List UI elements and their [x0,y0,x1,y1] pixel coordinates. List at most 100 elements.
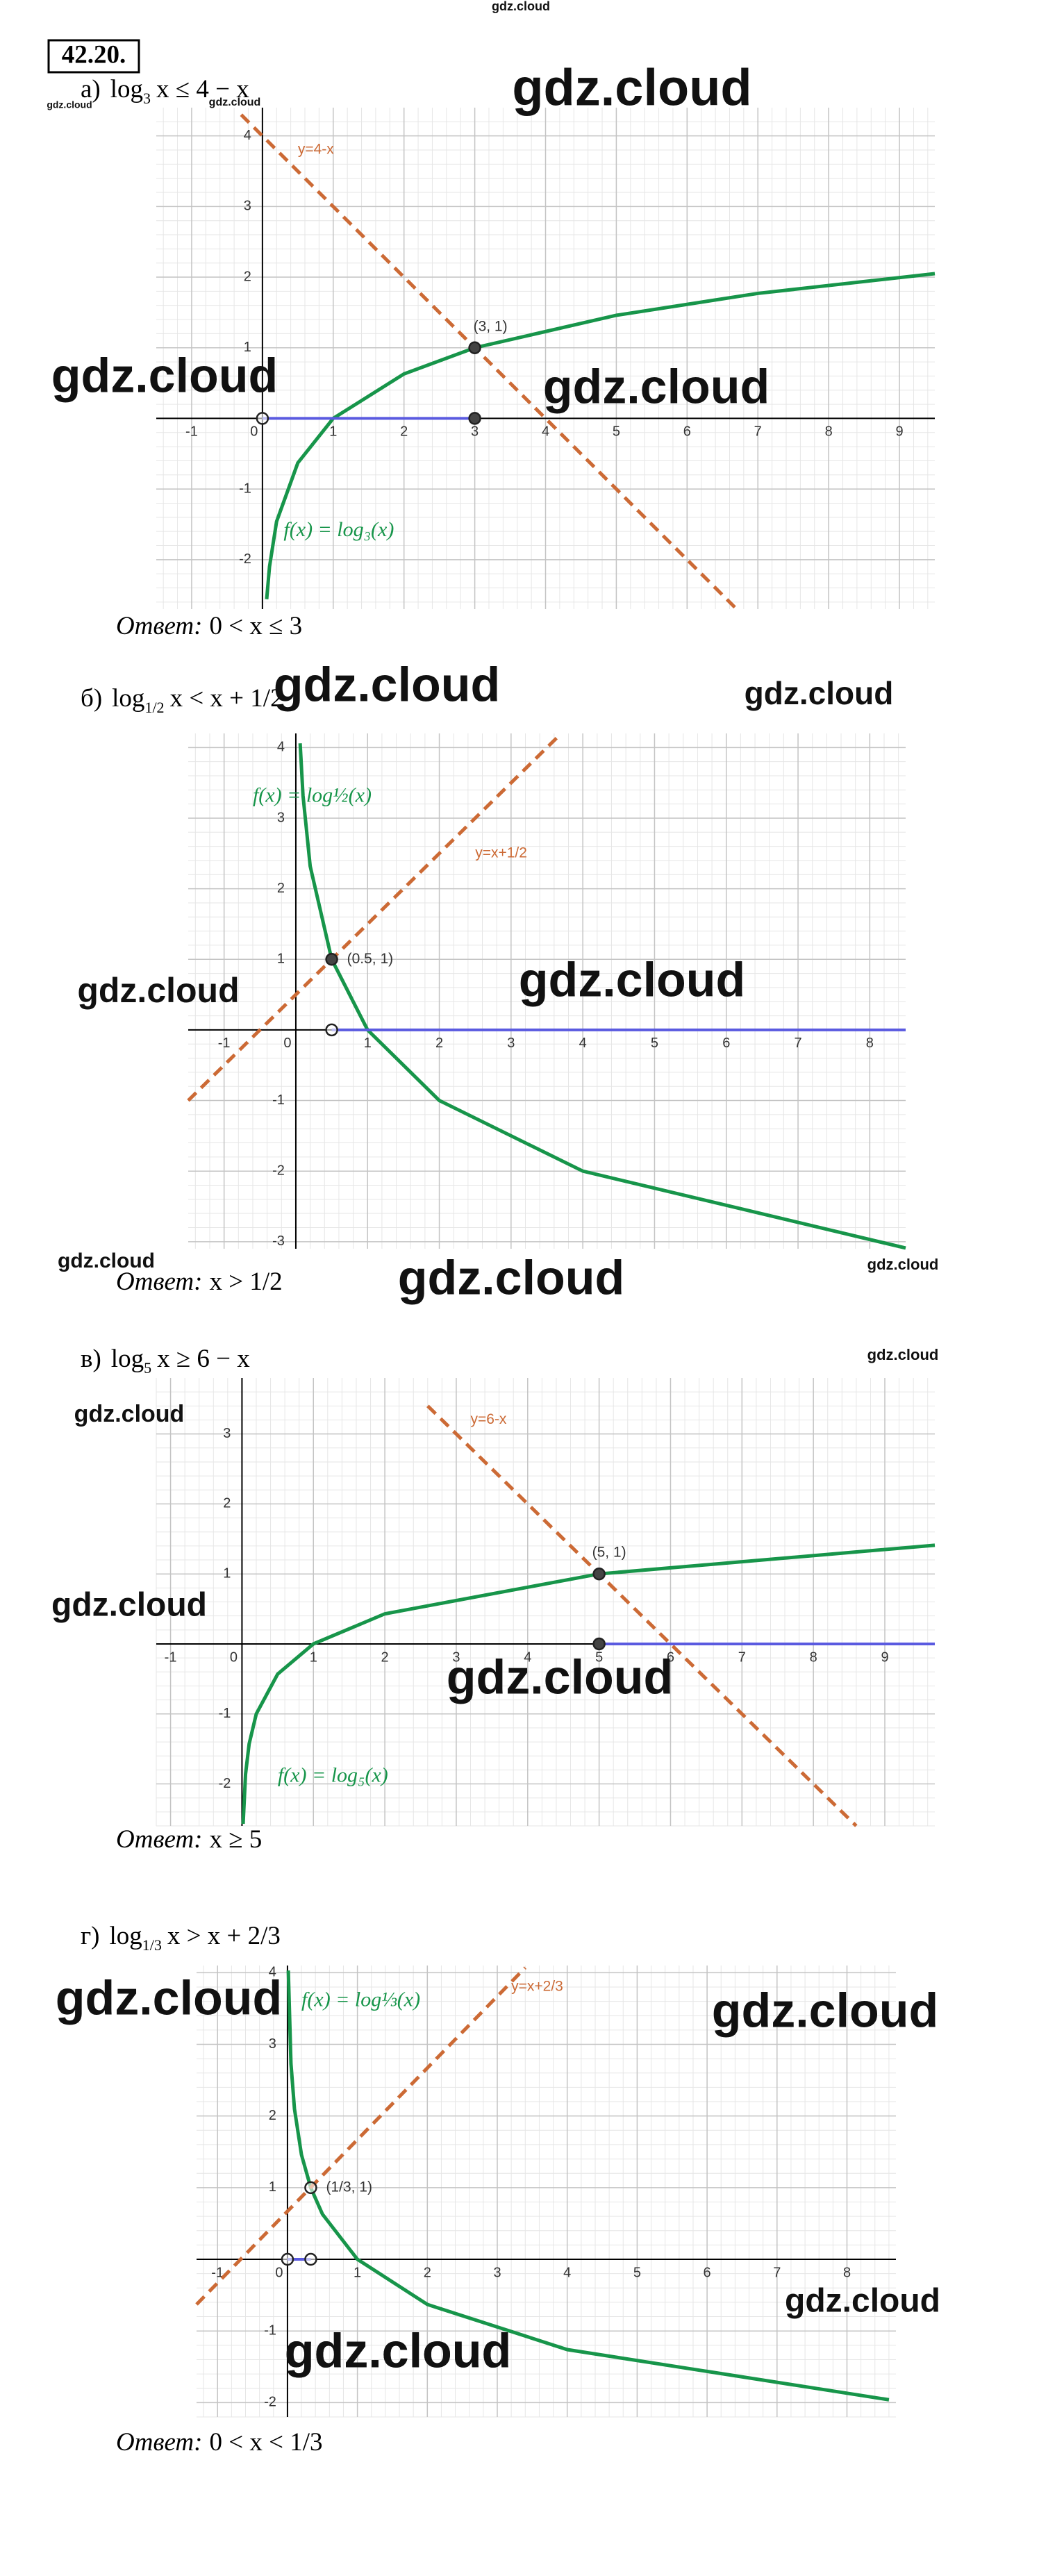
x-tick-label: 3 [507,1036,515,1051]
x-tick-label: -1 [185,424,198,440]
answer-value: 0 < x ≤ 3 [209,612,302,640]
x-tick-label: 0 [250,424,258,440]
y-tick-label: -2 [219,1776,231,1791]
x-tick-label: 8 [825,424,833,440]
series-line [187,732,563,1102]
x-tick-label: 4 [563,2265,571,2280]
x-tick-label: 0 [275,2265,283,2280]
chart: -1 0 1 2 3 4 5 6 7 8 9 -2 -1 1 2 3 4 f(x) = log₃(x) y=4-x (… [156,108,936,610]
x-tick-label: 5 [633,2265,641,2280]
chart: -1 0 1 2 3 4 5 6 7 8 -2 -1 1 2 3 4 f(x) = log⅓(x) y=x+2/3… [195,1965,896,2418]
log-base: 1/2 [144,699,164,716]
part-label: б) [81,684,102,713]
point-label: (5, 1) [592,1545,626,1561]
watermark: gdz.cloud [519,952,746,1006]
y-tick-label: 1 [269,2179,276,2195]
watermark: gdz.cloud [47,99,92,110]
x-tick-label: 9 [895,424,903,440]
x-tick-label: 8 [843,2265,851,2280]
y-tick-label: 3 [244,199,251,214]
part-label: в) [81,1345,101,1373]
answer: Ответ: 0 < x < 1/3 [116,2428,323,2457]
log: log [110,1922,142,1950]
answer-label: Ответ: [116,1268,202,1296]
watermark: gdz.cloud [51,1587,207,1624]
x-tick-label: 7 [738,1650,746,1665]
x-tick-label: 1 [329,424,337,440]
x-tick-label: 5 [613,424,620,440]
log-base: 3 [143,90,151,107]
series-line [265,272,936,599]
x-tick-label: 2 [424,2265,431,2280]
point [592,1567,606,1581]
rhs: x ≥ 6 − x [157,1345,250,1373]
x-tick-label: 5 [651,1036,658,1051]
watermark: gdz.cloud [74,1401,185,1427]
point-label: (1/3, 1) [326,2179,372,2195]
point [325,1023,338,1037]
answer: Ответ: 0 < x ≤ 3 [116,612,302,640]
series-label: f(x) = log⅓(x) [301,1988,420,2011]
x-tick-label: 3 [452,1650,460,1665]
x-tick-label: 7 [794,1036,801,1051]
y-tick-label: 1 [244,340,251,355]
chart: -1 0 1 2 3 4 5 6 7 8 9 -2 -1 1 2 3 f(x) = log₅(x) y=6-x (5… [156,1378,936,1827]
x-tick-label: 6 [683,424,691,440]
y-tick-label: -2 [272,1163,285,1178]
y-tick-label: 4 [269,1965,276,1980]
y-tick-label: 2 [269,2108,276,2123]
y-tick-label: 1 [223,1565,231,1581]
y-tick-label: 3 [277,810,285,825]
x-tick-label: 0 [230,1650,238,1665]
series-label: f(x) = log½(x) [253,783,372,806]
x-tick-label: -1 [211,2265,224,2280]
answer-value: 0 < x < 1/3 [209,2428,322,2457]
series-label: y=x+1/2 [475,845,527,861]
part-label: а) [81,75,101,103]
x-tick-label: 8 [866,1036,874,1051]
watermark: gdz.cloud [867,1346,939,1363]
x-tick-label: -1 [218,1036,231,1051]
point [281,2252,294,2266]
x-tick-label: 6 [704,2265,711,2280]
point [256,412,269,425]
y-tick-label: -1 [219,1706,231,1721]
x-tick-label: 2 [435,1036,443,1051]
answer-value: x > 1/2 [209,1268,282,1296]
series-label: f(x) = log₅(x) [278,1763,388,1786]
x-tick-label: 0 [283,1036,291,1051]
watermark: gdz.cloud [398,1250,625,1304]
watermark: gdz.cloud [51,348,279,402]
log-base: 5 [144,1359,151,1377]
x-tick-label: 4 [524,1650,531,1665]
y-tick-label: -1 [264,2322,276,2338]
watermark: gdz.cloud [77,971,239,1010]
y-tick-label: 4 [244,128,251,143]
series-line [195,1966,527,2306]
x-tick-label: 2 [381,1650,389,1665]
x-tick-label: 9 [881,1650,888,1665]
watermark: gdz.cloud [492,0,550,13]
y-tick-label: -1 [239,481,251,496]
point [468,412,481,425]
series-label: y=x+2/3 [511,1978,563,1994]
series-line [298,743,906,1250]
log: log [112,684,144,713]
x-tick-label: 8 [810,1650,817,1665]
y-tick-label: -1 [272,1092,285,1108]
point [304,2252,317,2266]
answer-value: x ≥ 5 [209,1825,262,1854]
number-box [47,39,140,74]
inequality: г) log1/3 x > x + 2/3 [81,1922,281,1954]
x-tick-label: 6 [722,1036,730,1051]
y-tick-label: -2 [264,2395,276,2410]
x-tick-label: 1 [354,2265,361,2280]
rhs: x < x + 1/2 [170,684,283,713]
x-tick-label: 2 [400,424,408,440]
inequality: в) log5 x ≥ 6 − x [81,1345,250,1377]
y-tick-label: 2 [223,1496,231,1511]
inequality: а) log3 x ≤ 4 − x [81,75,249,107]
series-label: y=6-x [471,1411,507,1427]
x-tick-label: 1 [364,1036,372,1051]
